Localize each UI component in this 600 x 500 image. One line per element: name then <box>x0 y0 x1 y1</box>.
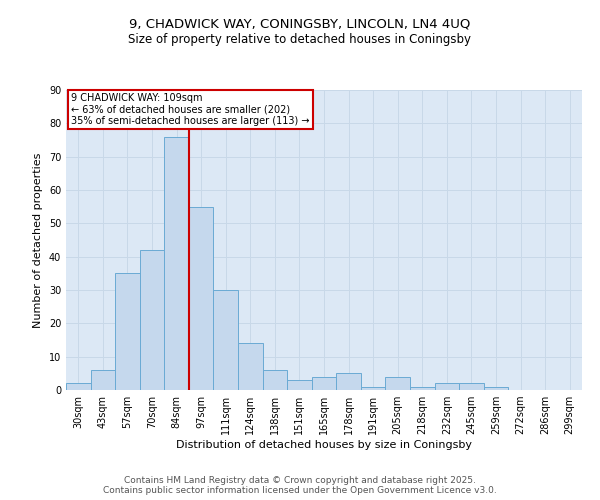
Text: Contains HM Land Registry data © Crown copyright and database right 2025.
Contai: Contains HM Land Registry data © Crown c… <box>103 476 497 495</box>
Text: 9 CHADWICK WAY: 109sqm
← 63% of detached houses are smaller (202)
35% of semi-de: 9 CHADWICK WAY: 109sqm ← 63% of detached… <box>71 93 310 126</box>
Bar <box>312 376 336 390</box>
Bar <box>263 370 287 390</box>
Bar <box>189 206 214 390</box>
Text: 9, CHADWICK WAY, CONINGSBY, LINCOLN, LN4 4UQ: 9, CHADWICK WAY, CONINGSBY, LINCOLN, LN4… <box>130 18 470 30</box>
Bar <box>238 344 263 390</box>
Bar <box>484 386 508 390</box>
X-axis label: Distribution of detached houses by size in Coningsby: Distribution of detached houses by size … <box>176 440 472 450</box>
Bar <box>434 384 459 390</box>
Bar <box>385 376 410 390</box>
Y-axis label: Number of detached properties: Number of detached properties <box>33 152 43 328</box>
Bar <box>459 384 484 390</box>
Bar <box>361 386 385 390</box>
Bar <box>140 250 164 390</box>
Bar <box>287 380 312 390</box>
Bar <box>66 384 91 390</box>
Bar <box>410 386 434 390</box>
Bar <box>214 290 238 390</box>
Bar <box>164 136 189 390</box>
Bar <box>115 274 140 390</box>
Bar <box>91 370 115 390</box>
Bar <box>336 374 361 390</box>
Text: Size of property relative to detached houses in Coningsby: Size of property relative to detached ho… <box>128 32 472 46</box>
